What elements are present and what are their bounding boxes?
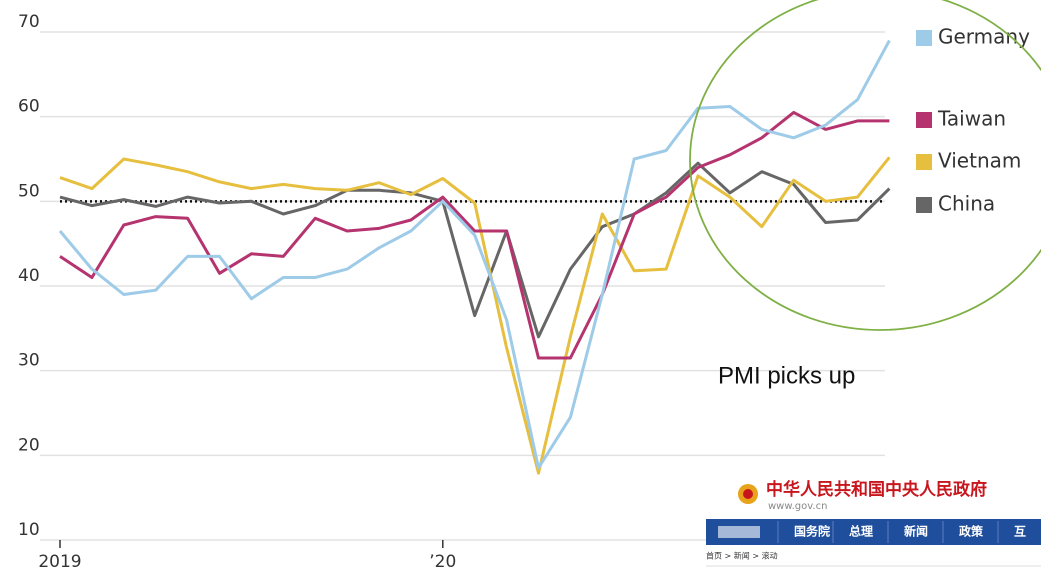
y-tick-label: 40 [18, 266, 40, 286]
plot-area: 10 20 30 40 50 60 70 2019 ’20 Germany Taiwan Vietna… [18, 12, 1030, 572]
annotation: PMI picks up [718, 362, 855, 389]
legend-label: Taiwan [937, 107, 1006, 131]
series-line [59, 110, 890, 360]
x-tick-label: ’20 [429, 552, 456, 572]
series-line [59, 161, 891, 339]
nav-item: 新闻 [904, 524, 928, 539]
legend-swatch [916, 197, 932, 213]
y-tick-label: 50 [18, 181, 40, 201]
y-tick-label: 20 [18, 435, 40, 455]
nav-item: 互 [1014, 525, 1026, 539]
nav-item: 政策 [959, 524, 984, 539]
y-tick-label: 30 [18, 351, 40, 371]
x-tick-label: 2019 [38, 552, 81, 572]
legend-swatch [916, 154, 932, 170]
nav-icon [718, 526, 760, 538]
y-tick-label: 70 [18, 12, 40, 32]
highlight-circle [689, 0, 1041, 331]
y-tick-label: 60 [18, 97, 40, 117]
legend-swatch [916, 112, 932, 128]
nav-item: 国务院 [794, 524, 830, 539]
series-line [59, 156, 891, 475]
legend-label: Vietnam [938, 149, 1021, 173]
legend-swatch [916, 30, 932, 46]
y-tick-label: 10 [18, 520, 40, 540]
legend-label: Germany [938, 25, 1030, 49]
legend-label: China [938, 192, 995, 216]
nav-item: 总理 [849, 524, 873, 539]
emblem-center [743, 489, 753, 499]
nav-bar [706, 519, 1041, 545]
series-line [58, 39, 891, 470]
inset-title: 中华人民共和国中央人民政府 [766, 479, 987, 500]
breadcrumb: 首页 > 新闻 > 滚动 [706, 551, 778, 561]
inset-url: www.gov.cn [768, 501, 827, 512]
inset-screenshot: 中华人民共和国中央人民政府 www.gov.cn 国务院 总理 新闻 政策 互 首页 >… [706, 479, 1041, 567]
